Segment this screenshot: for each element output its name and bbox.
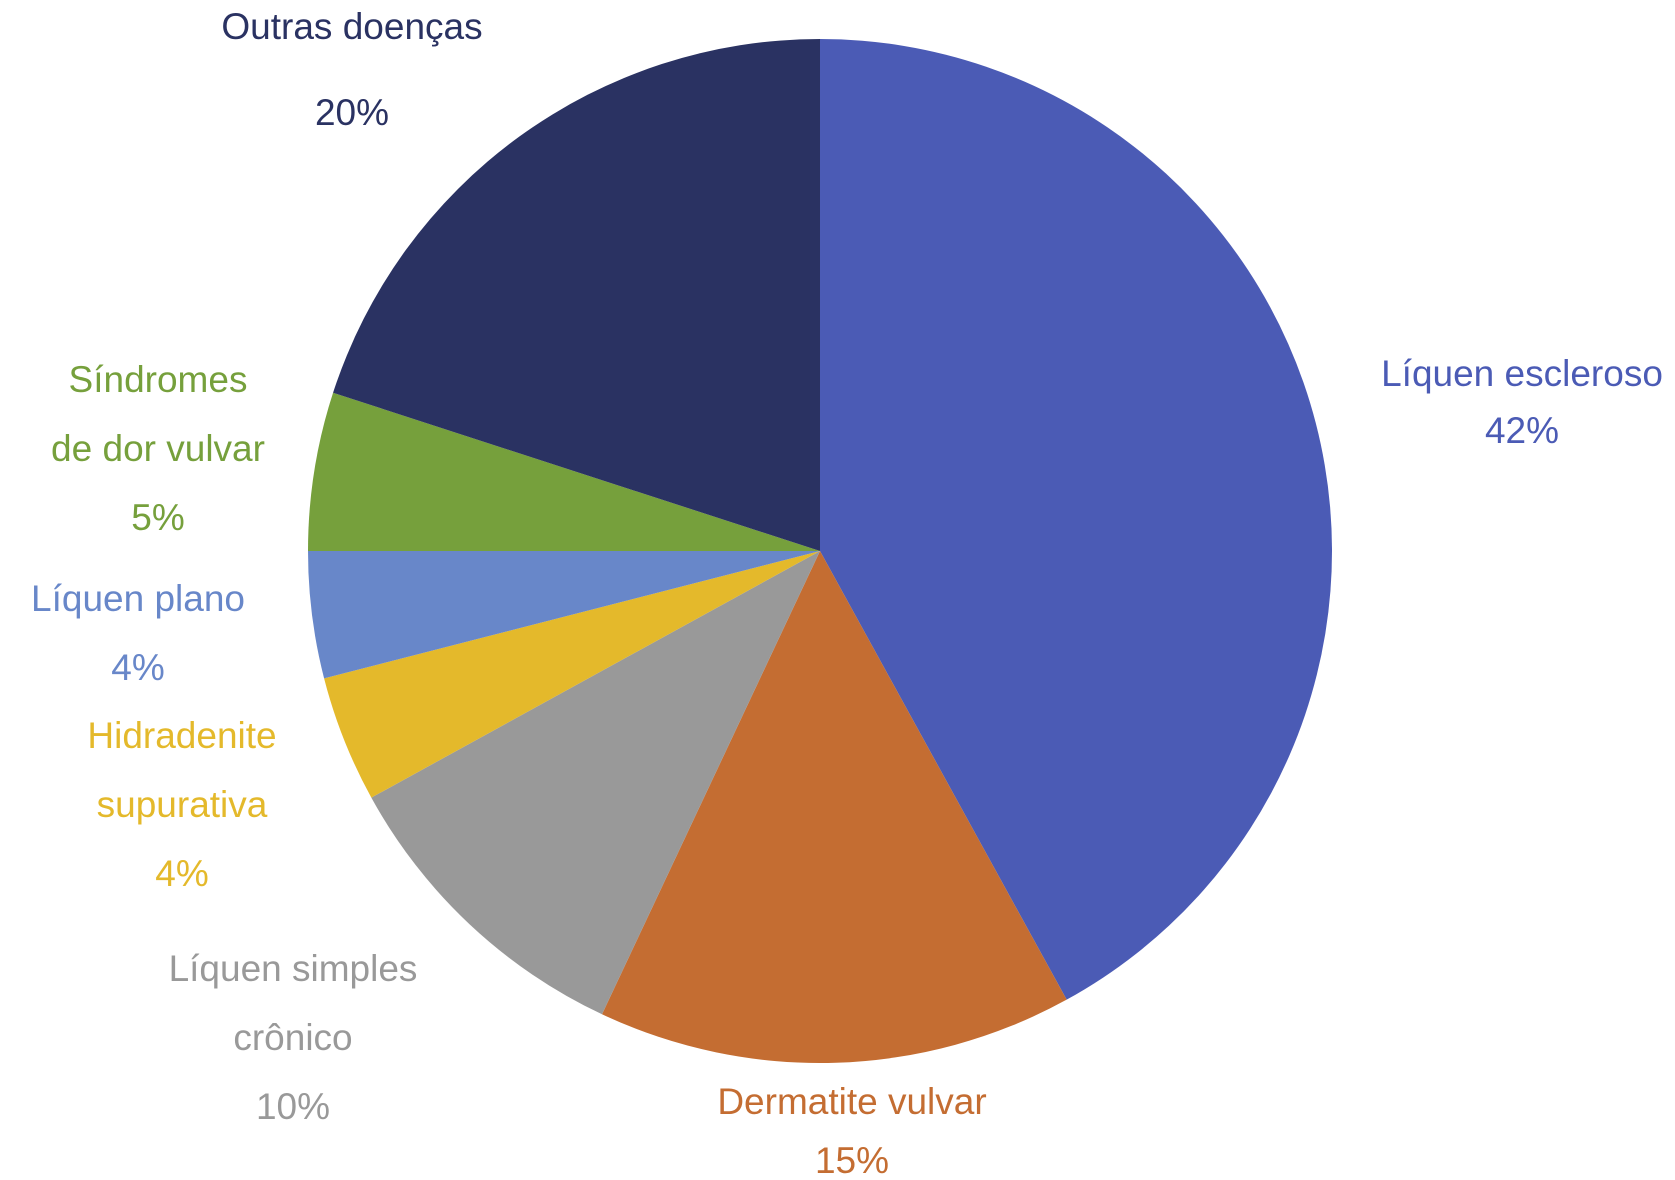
label-sindromes-de-dor-vulvar-percent: 5%: [131, 497, 185, 538]
pie-slice-liquen-plano: [308, 551, 820, 679]
label-hidradenite-supurativa-name-1: Hidradenite: [87, 715, 277, 756]
label-liquen-plano-name-1: Líquen plano: [31, 578, 245, 619]
label-dermatite-vulvar-name-1: Dermatite vulvar: [717, 1081, 987, 1122]
label-liquen-simples-cronico-name-1: Líquen simples: [168, 948, 418, 989]
pie-slice-dermatite-vulvar: [602, 551, 1067, 1064]
label-sindromes-de-dor-vulvar-name-1: Síndromes: [68, 359, 248, 400]
label-outras-doencas-name-1: Outras doenças: [221, 6, 483, 47]
pie-slice-sindromes-de-dor-vulvar: [308, 392, 820, 551]
label-hidradenite-supurativa-percent: 4%: [155, 853, 209, 894]
label-liquen-escleroso-percent: 42%: [1484, 410, 1560, 451]
label-liquen-plano-percent: 4%: [111, 647, 165, 688]
label-liquen-simples-cronico-percent: 10%: [255, 1086, 331, 1127]
pie-slice-outras-doencas: [333, 39, 820, 551]
label-liquen-simples-cronico-name-2: crônico: [233, 1017, 353, 1058]
label-liquen-escleroso-name-1: Líquen escleroso: [1381, 353, 1663, 394]
pie-slice-hidradenite-supurativa: [324, 551, 820, 798]
pie-slice-liquen-escleroso: [820, 39, 1333, 1000]
label-dermatite-vulvar-percent: 15%: [814, 1140, 890, 1180]
label-sindromes-de-dor-vulvar-name-2: de dor vulvar: [51, 428, 265, 469]
pie-slice-liquen-simples-cronico: [371, 551, 820, 1015]
label-hidradenite-supurativa-name-2: supurativa: [96, 784, 268, 825]
label-outras-doencas-percent: 20%: [314, 92, 390, 133]
